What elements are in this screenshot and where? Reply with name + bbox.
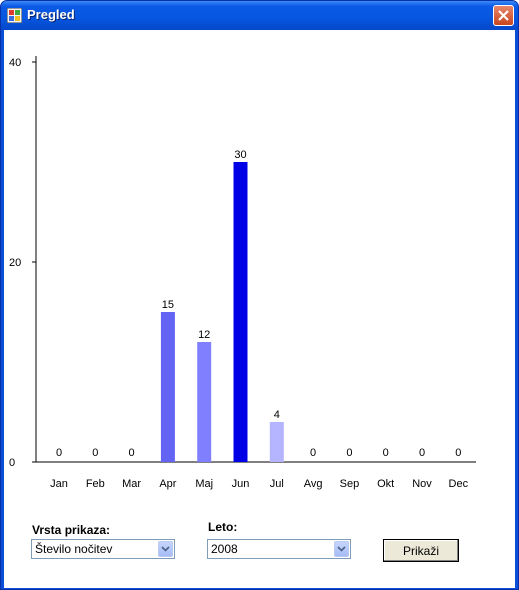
vrsta-prikaza-value: Število nočitev: [35, 542, 113, 556]
x-tick-label: Apr: [159, 478, 176, 490]
prikazi-button[interactable]: Prikaži: [383, 539, 459, 562]
x-tick-label: Jul: [270, 478, 284, 490]
data-label: 0: [129, 447, 135, 459]
data-label: 0: [310, 447, 316, 459]
data-label: 0: [56, 447, 62, 459]
leto-value: 2008: [211, 542, 238, 556]
data-label: 15: [162, 299, 174, 311]
chevron-down-icon: [337, 546, 346, 552]
title-bar[interactable]: Pregled: [1, 1, 518, 30]
bar-apr: [160, 312, 175, 462]
vrsta-prikaza-select[interactable]: Število nočitev: [31, 539, 175, 559]
data-label: 30: [234, 149, 246, 161]
x-tick-label: Okt: [377, 478, 394, 490]
x-tick-label: Mar: [122, 478, 141, 490]
bar-maj: [197, 342, 212, 462]
leto-select[interactable]: 2008: [207, 539, 351, 559]
data-label: 0: [455, 447, 461, 459]
data-label: 0: [419, 447, 425, 459]
vrsta-prikaza-dropdown-button[interactable]: [158, 541, 173, 557]
bar-chart: 0 20 40 0 Jan 0 Feb 0 Mar 15 Apr 12 Maj 30 Jun 4 Jul 0 Avg…: [9, 56, 476, 490]
client-area: 0 20 40 0 Jan 0 Feb 0 Mar 15 Apr 12 Maj 30 Jun 4 Jul 0 Avg…: [4, 30, 515, 588]
leto-dropdown-button[interactable]: [334, 541, 349, 557]
data-label: 0: [383, 447, 389, 459]
app-icon: [6, 7, 23, 24]
x-tick-label: Jun: [232, 478, 250, 490]
bar-jul: [269, 422, 284, 462]
bar-jun: [233, 162, 248, 462]
data-label: 0: [346, 447, 352, 459]
x-tick-label: Dec: [449, 478, 469, 490]
data-label: 4: [274, 409, 280, 421]
x-tick-label: Maj: [195, 478, 213, 490]
chevron-down-icon: [161, 546, 170, 552]
data-label: 0: [92, 447, 98, 459]
x-tick-label: Nov: [412, 478, 432, 490]
y-tick-label: 20: [9, 257, 21, 269]
y-tick-label: 40: [9, 57, 21, 69]
y-tick-label: 0: [9, 457, 15, 469]
close-button[interactable]: [493, 5, 514, 26]
x-tick-label: Avg: [304, 478, 323, 490]
x-tick-label: Jan: [50, 478, 68, 490]
close-icon: [498, 10, 509, 21]
x-tick-label: Feb: [86, 478, 105, 490]
data-label: 12: [198, 329, 210, 341]
window-title: Pregled: [27, 7, 75, 22]
leto-label: Leto:: [208, 520, 238, 534]
vrsta-prikaza-label: Vrsta prikaza:: [32, 523, 111, 537]
x-tick-label: Sep: [340, 478, 360, 490]
